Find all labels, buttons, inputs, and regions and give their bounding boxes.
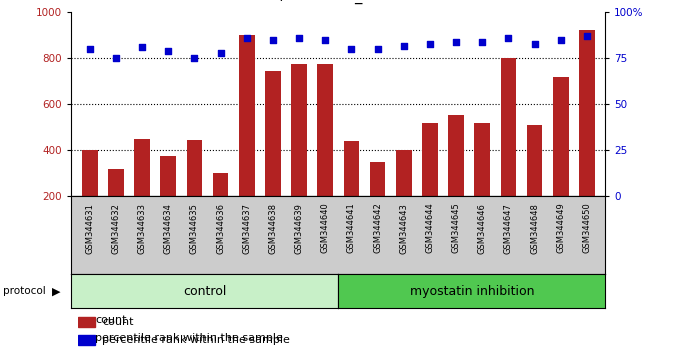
Point — [477, 39, 488, 45]
Text: GSM344646: GSM344646 — [478, 203, 487, 253]
Text: GSM344647: GSM344647 — [504, 203, 513, 253]
Point — [241, 35, 252, 41]
Bar — [396, 150, 411, 196]
Bar — [343, 141, 359, 196]
Bar — [78, 318, 95, 327]
Text: GSM344649: GSM344649 — [556, 203, 565, 253]
Bar — [500, 58, 516, 196]
Point — [503, 35, 514, 41]
Text: GSM344641: GSM344641 — [347, 203, 356, 253]
Point — [84, 46, 95, 52]
Text: GSM344642: GSM344642 — [373, 203, 382, 253]
Bar — [108, 169, 124, 196]
Point — [346, 46, 357, 52]
Bar — [448, 115, 464, 196]
Bar — [291, 64, 307, 196]
Bar — [134, 139, 150, 196]
Point — [267, 37, 278, 43]
Point — [372, 46, 383, 52]
Text: GSM344633: GSM344633 — [137, 203, 147, 254]
Bar — [239, 35, 254, 196]
Point — [320, 37, 330, 43]
Text: GDS3526 / 1451457_at: GDS3526 / 1451457_at — [207, 0, 377, 4]
Text: GSM344635: GSM344635 — [190, 203, 199, 253]
Point — [110, 56, 121, 61]
Bar — [553, 77, 568, 196]
Text: control: control — [183, 285, 226, 298]
Point — [451, 39, 462, 45]
Point — [294, 35, 305, 41]
Text: GSM344650: GSM344650 — [582, 203, 592, 253]
Bar — [527, 125, 543, 196]
Bar — [318, 64, 333, 196]
Text: count: count — [102, 317, 133, 327]
Text: GSM344644: GSM344644 — [426, 203, 435, 253]
Text: GSM344636: GSM344636 — [216, 203, 225, 254]
Point — [398, 43, 409, 48]
Text: GSM344639: GSM344639 — [294, 203, 303, 253]
Text: GSM344632: GSM344632 — [112, 203, 120, 253]
Bar — [78, 335, 95, 345]
Text: percentile rank within the sample: percentile rank within the sample — [95, 333, 283, 343]
Bar — [422, 123, 438, 196]
Point — [189, 56, 200, 61]
Text: count: count — [95, 315, 126, 325]
Bar — [82, 150, 97, 196]
Text: protocol: protocol — [3, 286, 46, 296]
Text: GSM344638: GSM344638 — [269, 203, 277, 254]
Text: ▶: ▶ — [52, 286, 61, 296]
Bar — [579, 30, 595, 196]
Point — [137, 45, 148, 50]
Text: GSM344643: GSM344643 — [399, 203, 408, 253]
Point — [163, 48, 173, 54]
Point — [424, 41, 435, 46]
Text: myostatin inhibition: myostatin inhibition — [409, 285, 534, 298]
Point — [556, 37, 566, 43]
Text: GSM344637: GSM344637 — [242, 203, 251, 254]
Bar — [265, 71, 281, 196]
Text: GSM344645: GSM344645 — [452, 203, 460, 253]
Text: GSM344648: GSM344648 — [530, 203, 539, 253]
Text: GSM344631: GSM344631 — [85, 203, 95, 253]
Bar — [475, 123, 490, 196]
Text: GSM344634: GSM344634 — [164, 203, 173, 253]
Bar — [160, 156, 176, 196]
Bar — [213, 173, 228, 196]
Point — [581, 34, 592, 39]
Bar — [186, 140, 202, 196]
Bar — [370, 162, 386, 196]
Text: percentile rank within the sample: percentile rank within the sample — [102, 335, 290, 345]
Text: GSM344640: GSM344640 — [321, 203, 330, 253]
Point — [529, 41, 540, 46]
Point — [215, 50, 226, 56]
